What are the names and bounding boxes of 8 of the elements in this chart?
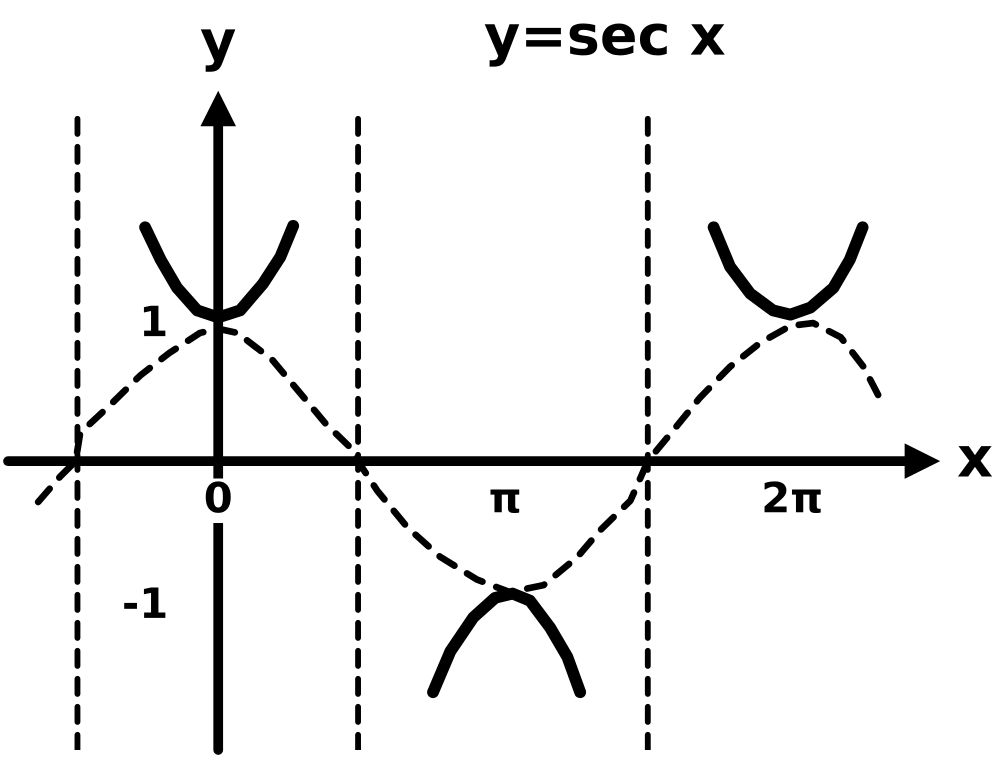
y-tick-label: -1 [124,587,166,618]
chart-title: y=sec x [484,23,725,67]
x-tick-label: 0 [206,481,231,513]
x-tick-label: 2π [764,481,821,514]
x-axis-title: x [958,446,992,476]
x-tick-label: π [490,489,520,514]
y-tick-label: 1 [144,306,166,336]
y-axis-title: y [200,29,236,72]
